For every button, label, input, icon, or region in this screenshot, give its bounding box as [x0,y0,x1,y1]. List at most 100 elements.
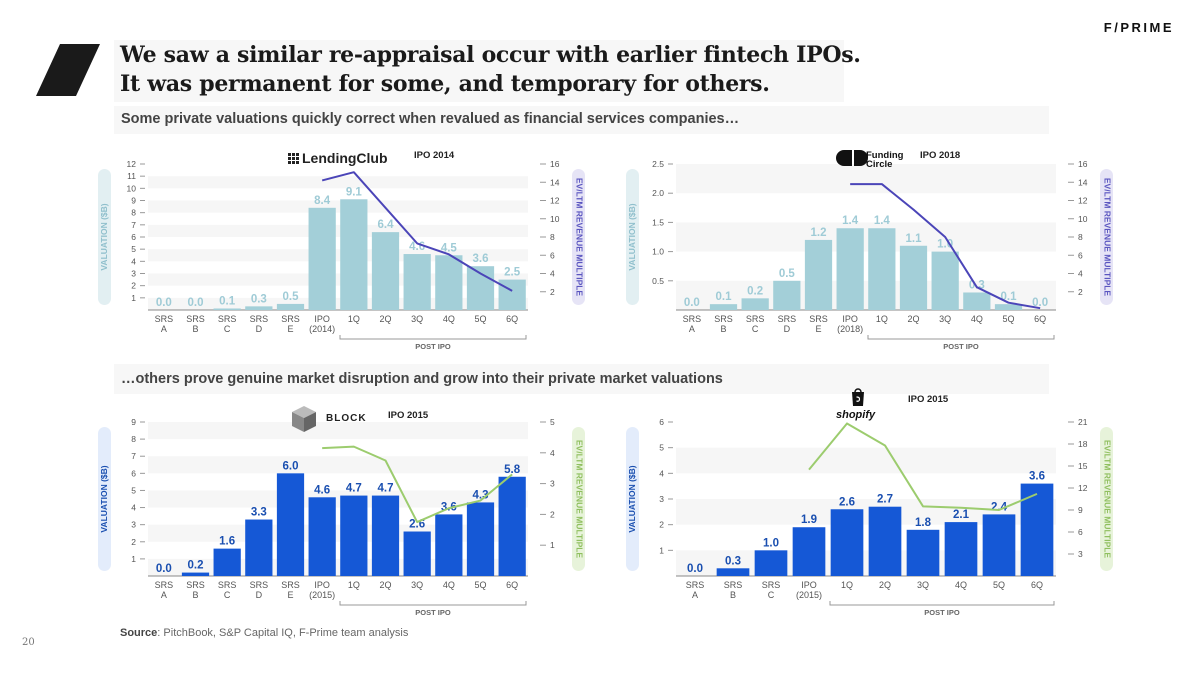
multiple-line [321,171,513,292]
data-label: 0.2 [188,560,204,572]
bar [276,303,305,310]
data-label: 1.1 [906,233,923,245]
x-tick-label: 6Q [506,580,518,590]
y-tick-label: 1.5 [652,217,664,227]
bar [792,527,826,576]
y2-tick-label: 6 [550,250,555,260]
x-tick-label: 3Q [939,314,951,324]
data-label: 0.0 [684,297,700,309]
bar [754,550,788,576]
y2-tick-label: 1 [550,540,555,550]
y2-tick-label: 14 [550,177,560,187]
y-tick-label: 9 [131,417,136,427]
bar [435,514,463,576]
bar [340,199,368,310]
y2-tick-label: 12 [1078,483,1088,493]
gridline-band [148,456,528,474]
y2-tick-label: 10 [550,214,560,224]
grid-icon-cell [296,161,299,164]
gridline-bands [148,422,528,576]
y-axis-pill [626,169,639,305]
y2-tick-label: 4 [1078,269,1083,279]
gridline-bands [676,164,1056,310]
data-label: 2.7 [877,494,893,506]
ipo-year-label: IPO 2015 [388,410,429,421]
y2-tick-label: 12 [550,196,560,206]
grid-icon-cell [292,153,295,156]
x-tick-label: 1Q [348,314,360,324]
y-tick-label: 5 [131,244,136,254]
y2-tick-label: 3 [1078,549,1083,559]
x-tick-label: SRS B [186,314,205,334]
x-tick-label: SRS E [281,580,300,600]
y-axis-label: VALUATION ($B) [627,465,637,532]
x-tick-label: SRS B [724,580,743,600]
grid-icon-cell [288,153,291,156]
data-label: 6.4 [378,219,395,231]
gridline-band [148,249,528,262]
gridline-band [148,200,528,213]
shopify-logo: shopify [836,388,876,421]
shopify-bag-s [856,396,861,402]
gridline-band [676,447,1056,474]
data-label: 1.4 [842,215,859,227]
y-axis-label: VALUATION ($B) [99,203,109,270]
y-tick-label: 6 [131,232,136,242]
y2-tick-label: 2 [550,287,555,297]
page-title-line-2: It was permanent for some, and temporary… [120,71,770,97]
grid-icon-cell [288,157,291,160]
y-tick-label: 11 [127,171,136,181]
post-ipo-label: POST IPO [415,342,451,351]
page-number: 20 [22,637,35,648]
x-tick-label: SRS C [746,314,765,334]
y2-tick-label: 5 [550,417,555,427]
data-label: 1.4 [874,215,891,227]
x-tick-label: SRS B [714,314,733,334]
y2-axis-pill [572,169,585,305]
subtitle-bottom-background [114,364,1049,394]
x-tick-label: 2Q [379,314,391,324]
post-ipo-bracket [867,335,1055,340]
x-tick-label: 5Q [474,580,486,590]
x-tick-label: IPO (2018) [837,314,863,334]
y2-tick-label: 8 [550,232,555,242]
bar [276,473,305,576]
data-label: 0.0 [1032,297,1048,309]
bar [181,572,210,576]
source-text: : PitchBook, S&P Capital IQ, F-Prime tea… [157,627,409,639]
data-label: 0.1 [1001,291,1018,303]
data-label: 1.2 [811,227,827,239]
data-label: 0.5 [283,291,300,303]
y-axis-pill [626,427,639,571]
lendingclub-logo: LendingClub [288,150,388,166]
bar [773,280,801,310]
block-wordmark: BLOCK [326,413,367,424]
y-tick-label: 6 [659,417,664,427]
x-tick-label: SRS A [155,580,174,600]
x-tick-label: SRS A [155,314,174,334]
bar [830,509,864,576]
lendingclub-wordmark: LendingClub [302,150,388,166]
grid-icon-cell [292,157,295,160]
y-axis-pill [98,427,111,571]
block-cube-face [304,412,316,432]
y2-axis-label: EV/LTM REVENUE MULTIPLE [574,440,584,559]
grid-icon-cell [296,157,299,160]
shopify-bag-icon [852,388,864,406]
data-label: 3.6 [1029,471,1045,483]
multiple-line [808,422,1038,511]
x-tick-label: SRS D [250,580,269,600]
grid-icon [288,153,299,164]
y2-tick-label: 9 [1078,505,1083,515]
shopify-bag-handle [854,388,862,393]
fprime-slash-logo [36,44,100,96]
x-tick-label: 2Q [379,580,391,590]
y-axis-pill [98,169,111,305]
x-tick-label: SRS D [778,314,797,334]
subtitle-top: Some private valuations quickly correct … [121,111,740,127]
y-axis-label: VALUATION ($B) [99,465,109,532]
data-label: 0.3 [251,293,267,305]
bar [709,304,738,310]
subtitle-bottom: …others prove genuine market disruption … [121,371,723,387]
